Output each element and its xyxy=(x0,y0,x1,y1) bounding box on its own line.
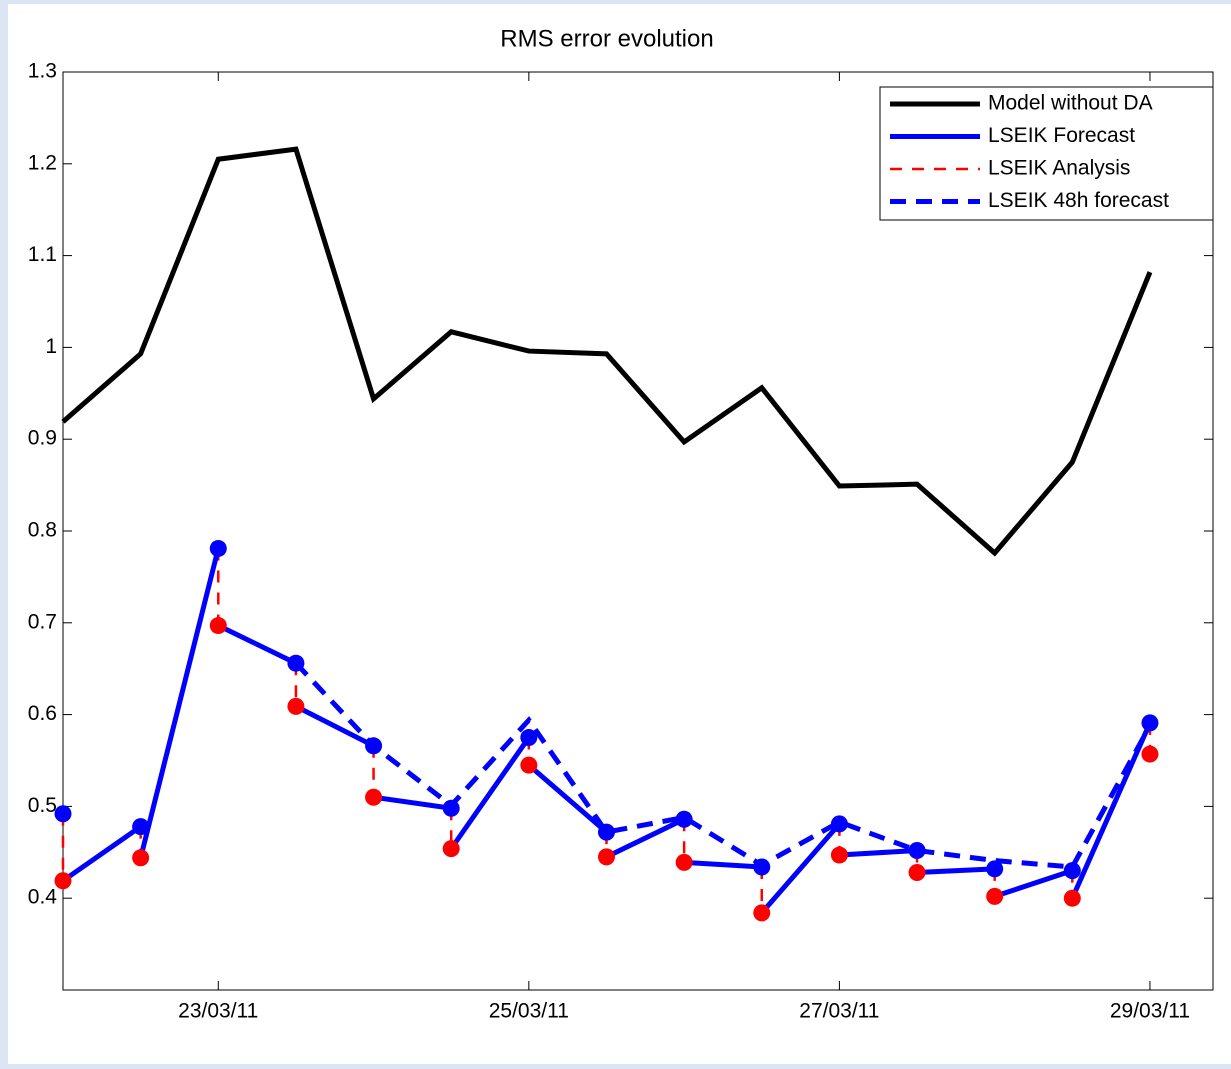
marker xyxy=(830,815,848,833)
marker xyxy=(209,617,227,635)
y-tick-label: 1.1 xyxy=(28,243,57,266)
series-line xyxy=(61,146,1153,557)
y-tick-label: 0.4 xyxy=(28,886,58,909)
marker xyxy=(908,841,926,859)
legend-label: LSEIK Forecast xyxy=(988,124,1135,147)
marker xyxy=(753,858,771,876)
forecast-segment xyxy=(138,547,221,859)
y-tick-label: 1.2 xyxy=(28,151,57,174)
marker xyxy=(1141,745,1159,763)
x-tick-label: 25/03/11 xyxy=(489,1000,569,1023)
chart-title: RMS error evolution xyxy=(500,25,713,52)
y-tick-label: 0.7 xyxy=(28,610,57,633)
marker xyxy=(287,654,305,672)
forecast-segment xyxy=(993,868,1074,899)
marker xyxy=(365,788,383,806)
marker xyxy=(986,887,1004,905)
marker xyxy=(830,846,848,864)
marker xyxy=(753,904,771,922)
marker xyxy=(54,805,72,823)
forecast-segment xyxy=(1070,721,1153,900)
x-tick-label: 27/03/11 xyxy=(799,1000,879,1023)
y-tick-label: 0.8 xyxy=(28,519,57,542)
x-tick-label: 23/03/11 xyxy=(178,1000,258,1023)
marker xyxy=(442,799,460,817)
marker xyxy=(132,818,150,836)
y-tick-label: 0.6 xyxy=(28,702,57,725)
forecast-segment xyxy=(839,847,918,858)
forecast-segment xyxy=(527,763,609,834)
x-tick-label: 29/03/11 xyxy=(1110,1000,1190,1023)
marker xyxy=(1141,714,1159,732)
marker xyxy=(597,848,615,866)
marker xyxy=(1063,862,1081,880)
marker xyxy=(675,810,693,828)
legend xyxy=(879,86,1214,221)
marker xyxy=(132,849,150,867)
legend-label: LSEIK Analysis xyxy=(988,157,1130,180)
marker xyxy=(209,539,227,557)
marker xyxy=(675,853,693,871)
marker xyxy=(1063,889,1081,907)
legend-label: Model without DA xyxy=(988,92,1153,115)
forecast-segment xyxy=(373,794,452,811)
y-tick-label: 0.5 xyxy=(28,794,57,817)
marker xyxy=(520,729,538,747)
forecast-segment xyxy=(916,866,995,875)
forecast-segment xyxy=(217,623,298,666)
y-tick-label: 1 xyxy=(45,335,57,358)
marker xyxy=(287,697,305,715)
marker xyxy=(908,863,926,881)
marker xyxy=(365,737,383,755)
forecast-segment xyxy=(61,824,143,883)
forecast-segment xyxy=(759,822,842,915)
marker xyxy=(54,872,72,890)
forecast-segment xyxy=(605,817,686,860)
forecast-segment xyxy=(449,736,531,851)
y-tick-label: 1.3 xyxy=(28,60,57,83)
marker xyxy=(597,823,615,841)
series-line xyxy=(294,661,1153,870)
marker xyxy=(986,860,1004,878)
marker xyxy=(520,756,538,774)
legend-label: LSEIK 48h forecast xyxy=(988,189,1169,212)
marker xyxy=(442,840,460,858)
plot-area xyxy=(62,71,1214,991)
forecast-segment xyxy=(683,859,762,870)
forecast-segment xyxy=(294,704,375,749)
y-tick-label: 0.9 xyxy=(28,427,57,450)
